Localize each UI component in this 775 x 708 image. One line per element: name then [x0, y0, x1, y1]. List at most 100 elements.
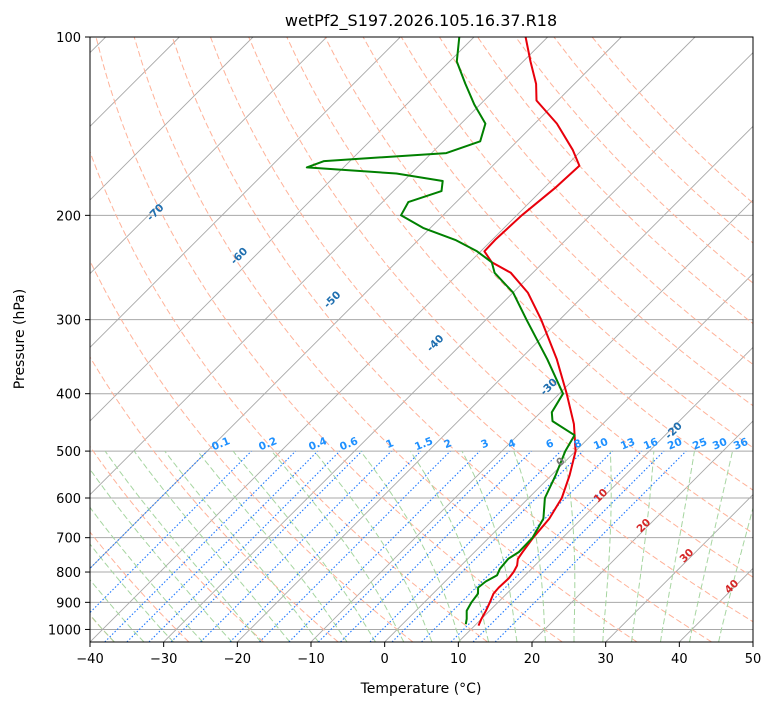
dry-adiabat-line [90, 531, 190, 642]
moist-adiabat-line [90, 468, 233, 642]
dry-adiabat-line [90, 445, 264, 642]
dry-adiabat-line [171, 37, 712, 642]
mixing-ratio-line [369, 450, 562, 642]
mixing-ratio-label: 25 [691, 436, 709, 453]
isotherm-line [90, 37, 254, 201]
moist-adiabat-line [313, 450, 433, 642]
moist-adiabat-line [164, 450, 319, 642]
isotherm-line [384, 273, 753, 642]
mixing-ratio-line [90, 450, 208, 570]
x-tick-label: −10 [297, 652, 324, 667]
isotherm-line [90, 37, 327, 275]
y-tick-label: 700 [56, 532, 81, 547]
moist-adiabat-line [104, 450, 262, 642]
dry-adiabat-line [400, 37, 753, 407]
temperature-trace [477, 37, 581, 626]
moist-adiabat-line [461, 450, 518, 642]
mixing-ratio-line [288, 450, 481, 642]
dry-adiabat-line [95, 37, 563, 642]
isotherm-line [90, 37, 401, 348]
moist-adiabat-line [90, 543, 174, 642]
x-tick-label: 50 [745, 652, 762, 667]
isotherm-line [458, 346, 753, 642]
moist-adiabat-line [360, 450, 461, 642]
moist-adiabat-line [271, 450, 405, 642]
x-tick-label: −20 [224, 652, 251, 667]
sounding-traces [305, 37, 581, 626]
mixing-ratio-line [104, 450, 297, 642]
dry-adiabat-line [90, 356, 339, 642]
background-lines [90, 37, 753, 642]
dry-adiabat-line [248, 37, 753, 578]
y-tick-label: 1000 [48, 623, 81, 638]
mixing-ratio-label: 3 [479, 437, 490, 451]
chart-title: wetPf2_S197.2026.105.16.37.R18 [285, 11, 557, 31]
mixing-ratio-label: 2 [442, 437, 453, 451]
isotherm-line [90, 37, 475, 422]
dry-adiabat-line [133, 37, 638, 642]
mixing-ratio-label: 4 [506, 437, 517, 451]
plot-background [90, 37, 753, 642]
mixing-ratio-label: 8 [572, 437, 583, 451]
isotherm-line [531, 420, 753, 642]
mixing-ratio-line [340, 450, 532, 642]
moist-adiabat-line [513, 450, 546, 642]
mixing-ratio-line [229, 450, 422, 642]
x-axis-label: Temperature (°C) [360, 681, 482, 697]
mixing-ratio-label: 1 [384, 437, 395, 451]
y-tick-label: 100 [56, 31, 81, 46]
moist-adiabat-line [90, 506, 204, 642]
dry-adiabat-line [210, 37, 753, 623]
dry-adiabat-line [90, 150, 488, 642]
isotherm-line [237, 125, 753, 642]
axes: −40 −30 −20 −10 0 10 20 30 40 50 1000 900 800 700 600 5… [48, 31, 761, 667]
moist-adiabat-line [197, 450, 348, 642]
mixing-ratio-line [170, 450, 363, 642]
isotherm-line [90, 37, 622, 569]
moist-adiabat-line [232, 450, 376, 642]
mixing-ratio-line [494, 450, 687, 642]
isotherm-line [163, 52, 753, 642]
moist-adiabat-line [133, 450, 291, 642]
dry-adiabat-label: -80 [70, 158, 92, 180]
dewpoint-trace [305, 37, 576, 625]
moist-adiabat-line [660, 451, 695, 642]
dry-adiabat-line [438, 37, 753, 366]
x-tick-label: 40 [671, 652, 688, 667]
y-axis-label: Pressure (hPa) [12, 289, 28, 389]
mixing-ratio-line [126, 450, 319, 642]
isotherm-line [90, 37, 548, 496]
mixing-ratio-label: 30 [711, 436, 729, 453]
y-tick-label: 200 [56, 209, 81, 224]
y-tick-label: 900 [56, 596, 81, 611]
x-tick-label: −30 [150, 652, 177, 667]
x-tick-label: 30 [597, 652, 614, 667]
y-tick-label: 500 [56, 445, 81, 460]
mixing-ratio-label: 6 [544, 437, 555, 451]
isotherm-line [752, 641, 753, 642]
mixing-ratio-line [90, 450, 252, 614]
mixing-ratio-line [421, 450, 613, 642]
mixing-ratio-line [450, 450, 643, 642]
mixing-ratio-line [259, 450, 451, 642]
dry-adiabat-label: -90 [3, 114, 25, 136]
isotherm-line [605, 494, 753, 642]
x-tick-label: 10 [450, 652, 467, 667]
mixing-ratio-line [148, 450, 341, 642]
mixing-ratio-label: 20 [666, 436, 684, 453]
moist-adiabat-line [90, 578, 145, 642]
moist-adiabat-line [689, 451, 733, 642]
x-tick-label: 0 [381, 652, 389, 667]
y-tick-label: 600 [56, 492, 81, 507]
mixing-ratio-line [317, 450, 510, 642]
y-tick-label: 300 [56, 314, 81, 329]
mixing-ratio-label: 36 [732, 436, 750, 453]
dry-adiabat-line [515, 37, 753, 284]
y-tick-label: 400 [56, 388, 81, 403]
x-tick-label: −40 [76, 652, 103, 667]
moist-adiabat-line [563, 451, 576, 642]
dry-adiabat-line [90, 259, 414, 642]
mixing-ratio-label: 13 [619, 436, 637, 453]
y-tick-label: 800 [56, 566, 81, 581]
